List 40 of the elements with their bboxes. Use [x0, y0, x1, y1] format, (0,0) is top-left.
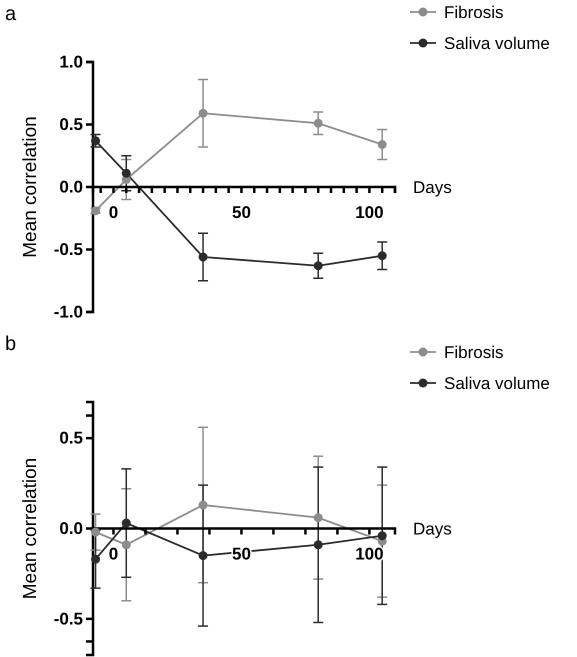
x-axis-title: Days	[413, 520, 452, 538]
y-tick-label: 0.0	[59, 177, 83, 196]
point	[91, 136, 100, 146]
text: a	[5, 3, 17, 25]
point	[378, 140, 387, 149]
point	[314, 118, 323, 128]
legend-label: Saliva volume	[444, 34, 550, 53]
point	[198, 500, 208, 510]
point	[91, 554, 100, 564]
point	[122, 518, 131, 528]
x-tick-label: 100	[355, 202, 384, 222]
y-axis-title: Mean correlation	[20, 116, 41, 258]
y-tick-label: -1.0	[54, 302, 83, 322]
point	[198, 108, 208, 118]
point	[122, 540, 131, 550]
y-tick-label: -0.5	[54, 609, 83, 628]
legend-label: Saliva volume	[444, 374, 550, 393]
x-axis-title: Days	[413, 178, 452, 197]
y-tick-label: 1.0	[59, 52, 83, 72]
y-tick-label: 0.0	[59, 518, 83, 538]
text: b	[5, 333, 16, 355]
y-axis-title: Mean correlation	[20, 458, 41, 600]
y-tick-label: -0.5	[54, 240, 83, 259]
point	[198, 551, 208, 560]
point	[198, 252, 208, 262]
point	[314, 261, 323, 270]
x-tick-label: 0	[108, 202, 118, 222]
point	[91, 528, 100, 537]
point	[122, 168, 131, 178]
point	[314, 540, 323, 550]
x-tick-label: 0	[108, 544, 118, 564]
point	[91, 206, 100, 216]
point	[378, 251, 387, 260]
legend-label: Fibrosis	[444, 3, 504, 22]
point	[314, 513, 323, 522]
y-tick-label: 0.5	[59, 114, 83, 134]
y-tick-label: 0.5	[59, 428, 83, 448]
legend-label: Fibrosis	[444, 343, 504, 362]
x-tick-label: 50	[232, 202, 251, 222]
point	[378, 531, 387, 540]
